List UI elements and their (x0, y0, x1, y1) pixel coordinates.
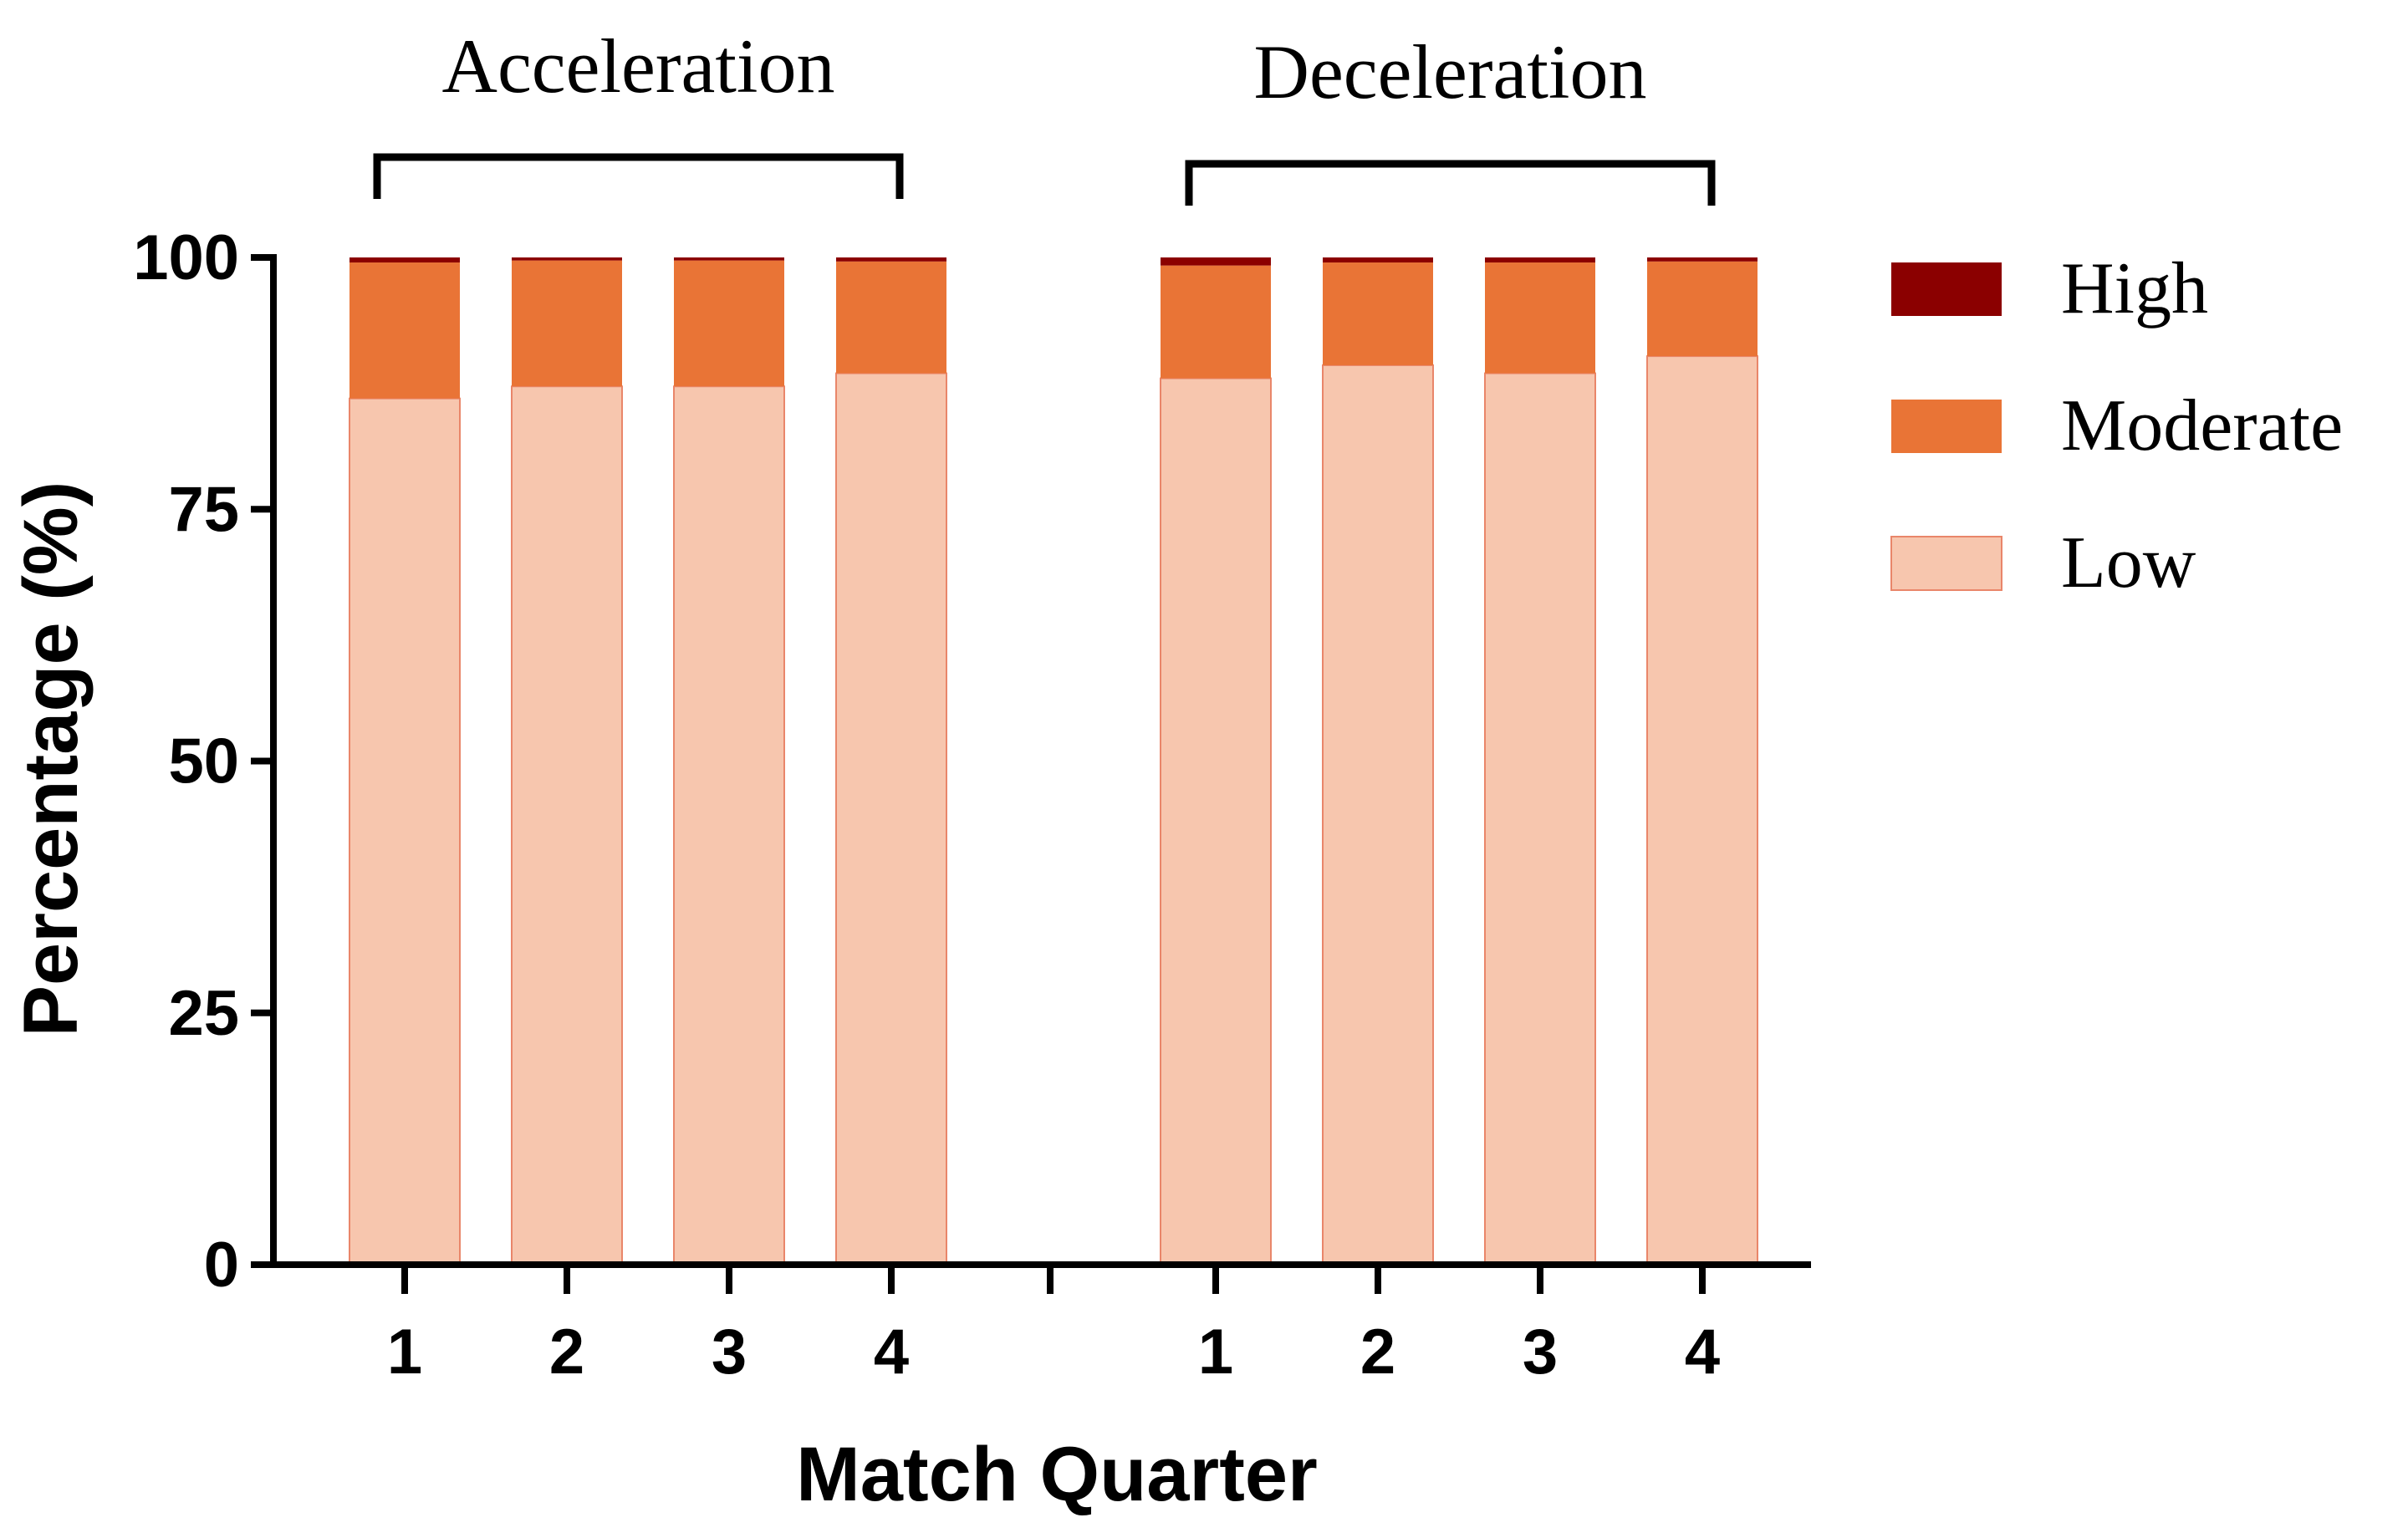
bar-acceleration-q4-moderate (836, 261, 946, 374)
bar-acceleration-q1-moderate (349, 262, 460, 399)
group-title-acceleration: Acceleration (442, 23, 835, 109)
legend-label-moderate: Moderate (2061, 385, 2343, 466)
legend-label-high: High (2061, 248, 2208, 329)
bar-deceleration-q2-moderate (1323, 262, 1433, 365)
x-tick-label: 2 (549, 1316, 584, 1388)
legend-swatch-low (1890, 536, 2002, 591)
y-tick-label: 100 (133, 222, 239, 293)
bar-deceleration-q3-high (1485, 257, 1595, 263)
bar-acceleration-q3-high (674, 257, 784, 261)
x-tick-label: 4 (1685, 1316, 1720, 1388)
y-ticks: 0 25 50 75 100 (133, 222, 273, 1301)
bar-acceleration-q4-high (836, 257, 946, 262)
legend-swatch-high (1891, 262, 2002, 316)
bar-acceleration-q2-moderate (512, 260, 622, 387)
y-tick-label: 25 (168, 978, 239, 1049)
bar-deceleration-q3-low (1484, 372, 1596, 1266)
x-tick-label: 1 (387, 1316, 422, 1388)
x-tick-label: 1 (1198, 1316, 1233, 1388)
bar-acceleration-q3-moderate (674, 260, 784, 387)
legend-label-low: Low (2061, 522, 2196, 603)
x-tick-label: 4 (874, 1316, 909, 1388)
legend-swatch-moderate (1891, 400, 2002, 453)
bar-deceleration-q1-moderate (1161, 265, 1271, 379)
bar-acceleration-q2-low (511, 385, 623, 1266)
bars-layer (349, 257, 1758, 1266)
bar-acceleration-q3-low (673, 385, 785, 1266)
bar-deceleration-q4-low (1646, 355, 1758, 1266)
bar-acceleration-q1-low (349, 397, 461, 1266)
bar-acceleration-q2-high (512, 257, 622, 261)
group-title-deceleration: Deceleration (1254, 29, 1647, 115)
y-axis-title: Percentage (%) (8, 481, 94, 1037)
x-axis-title: Match Quarter (796, 1432, 1318, 1517)
bar-deceleration-q3-moderate (1485, 262, 1595, 374)
bar-deceleration-q2-low (1322, 364, 1434, 1266)
bar-acceleration-q4-low (835, 372, 947, 1266)
x-ticks: 1 2 3 4 1 2 3 4 (387, 1265, 1720, 1388)
bar-deceleration-q1-high (1161, 257, 1271, 266)
y-tick-label: 50 (168, 726, 239, 797)
x-tick-label: 3 (1523, 1316, 1558, 1388)
bar-deceleration-q1-low (1160, 377, 1272, 1266)
bar-deceleration-q4-high (1647, 257, 1758, 262)
x-tick-label: 3 (712, 1316, 747, 1388)
x-tick-label: 2 (1360, 1316, 1395, 1388)
y-tick-label: 75 (168, 474, 239, 545)
group-brackets: Acceleration Deceleration (373, 23, 1716, 206)
bracket-acceleration (373, 153, 904, 199)
bar-deceleration-q2-high (1323, 257, 1433, 263)
legend: High Moderate Low (1890, 248, 2343, 603)
bar-deceleration-q4-moderate (1647, 261, 1758, 357)
bracket-deceleration (1185, 160, 1716, 206)
bar-acceleration-q1-high (349, 257, 460, 263)
y-tick-label: 0 (204, 1230, 239, 1301)
